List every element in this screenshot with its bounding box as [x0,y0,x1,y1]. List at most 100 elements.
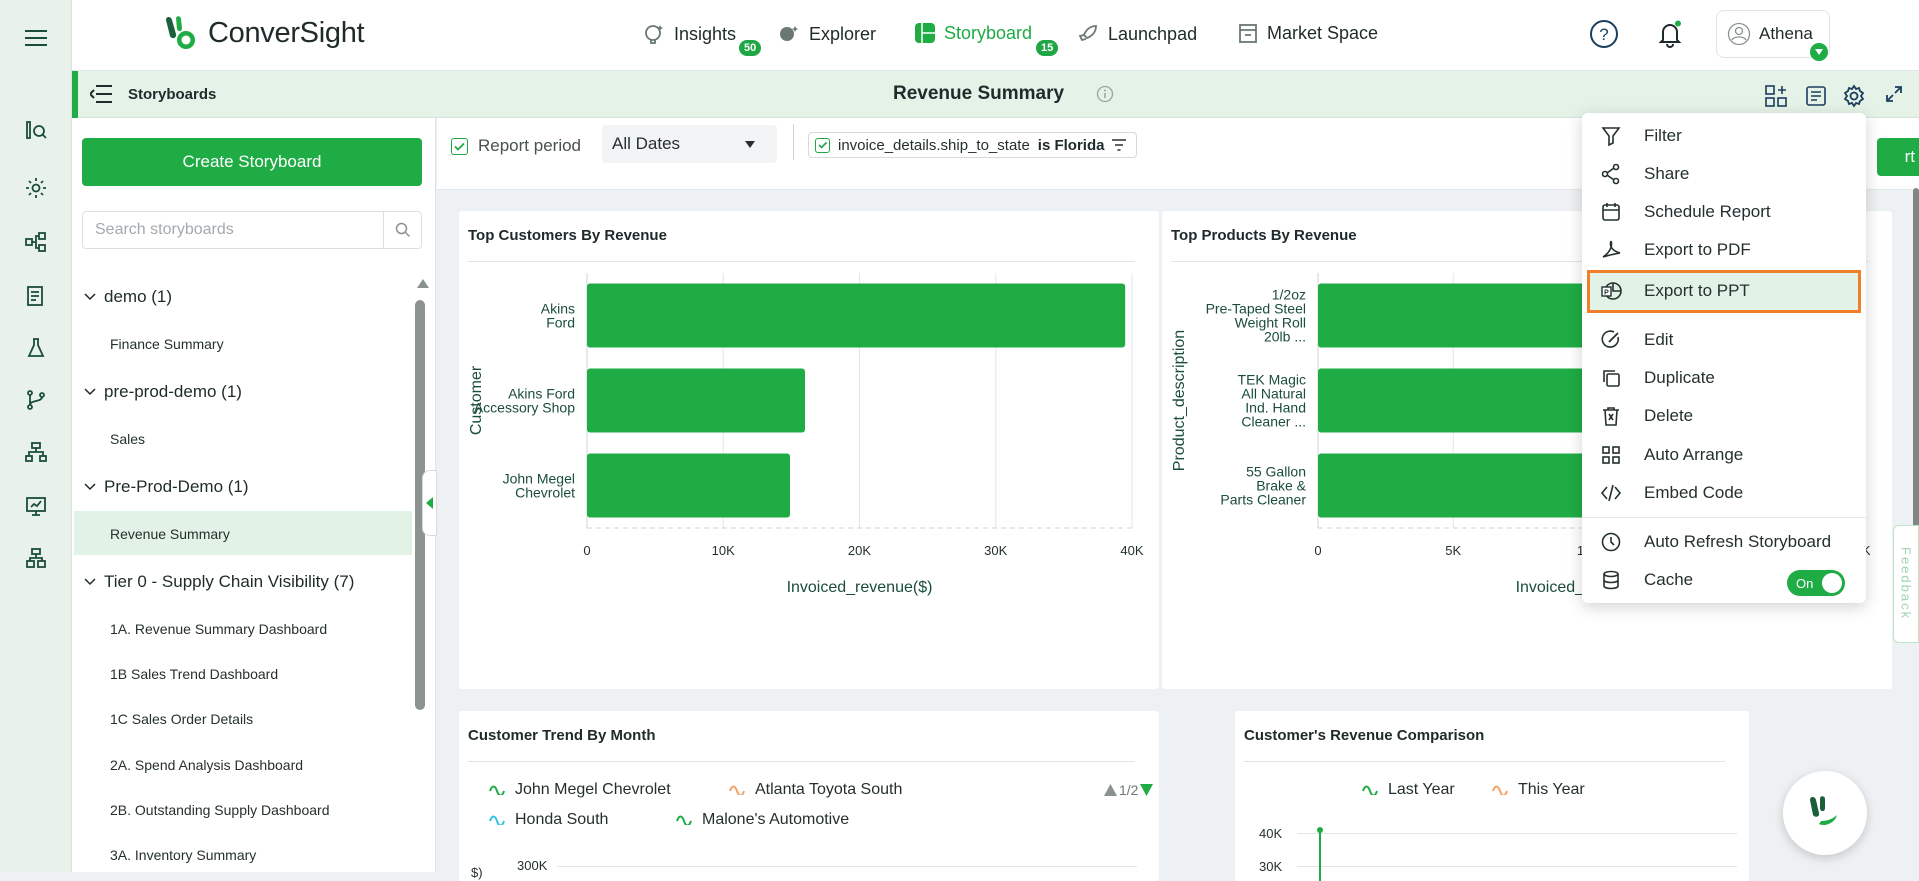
gridline [1297,866,1737,867]
storyboard-sidebar: Create Storyboard demo (1) Finance Summa… [72,118,437,872]
scroll-up-arrow-icon[interactable] [417,278,429,292]
report-period-toggle[interactable]: Report period [451,136,581,156]
storyboard-item[interactable]: 1A. Revenue Summary Dashboard [110,621,328,637]
legend-label: John Megel Chevrolet [515,781,671,798]
partial-button-text: rt [1904,147,1915,166]
report-period-checkbox[interactable] [451,137,468,155]
legend-label: This Year [1518,781,1585,798]
menu-item-share[interactable]: Share [1600,161,1689,187]
partially-hidden-action-button[interactable]: rt [1877,138,1919,176]
menu-item-auto-refresh[interactable]: Auto Refresh Storyboard [1600,529,1831,555]
nav-market-space[interactable]: Market Space [1237,22,1378,44]
branch-flow-icon[interactable] [22,386,50,414]
check-icon [817,141,827,149]
menu-label: Export to PDF [1644,240,1751,259]
notes-icon[interactable] [1805,85,1827,107]
menu-item-edit[interactable]: Edit [1600,327,1673,353]
card-divider [468,761,1135,762]
insights-bulb-icon [645,25,663,44]
legend-item[interactable]: Last Year [1362,781,1455,799]
presentation-chart-icon[interactable] [22,492,50,520]
add-widget-icon[interactable] [1765,85,1787,107]
user-menu[interactable]: Athena [1716,10,1830,58]
collapse-fullscreen-icon[interactable] [1885,85,1903,103]
legend-prev-icon[interactable] [1104,784,1117,796]
nav-insights[interactable]: Insights [642,22,736,46]
hierarchy-icon[interactable] [22,438,50,466]
storyboard-settings-gear-icon[interactable] [1842,84,1866,108]
menu-item-auto-arrange[interactable]: Auto Arrange [1600,442,1743,468]
canvas-scrollbar-thumb[interactable] [1913,188,1919,568]
menu-item-duplicate[interactable]: Duplicate [1600,365,1715,391]
sidebar-scrollbar-thumb[interactable] [415,300,425,710]
storyboard-item[interactable]: 2A. Spend Analysis Dashboard [110,757,304,773]
storyboard-item-selected[interactable]: Revenue Summary [110,526,230,542]
report-document-icon[interactable] [22,282,50,310]
legend-item[interactable]: Malone's Automotive [676,811,849,829]
card-title: Top Products By Revenue [1171,227,1357,244]
nav-explorer[interactable]: Explorer [777,22,876,46]
top-header: ConverSight Insights 50 Explorer Storybo… [72,0,1919,71]
x-tick-label: 0 [1314,543,1321,558]
info-icon[interactable] [1096,85,1114,103]
brand-logo[interactable]: ConverSight [162,14,365,52]
menu-item-schedule-report[interactable]: Schedule Report [1600,199,1771,225]
menu-item-cache[interactable]: Cache [1600,567,1693,593]
chevron-down-icon [84,578,96,586]
create-storyboard-button[interactable]: Create Storyboard [82,138,422,186]
menu-item-delete[interactable]: Delete [1600,403,1693,429]
condition-filter-chip[interactable]: invoice_details.ship_to_state is Florida [808,132,1138,158]
user-name: Athena [1759,24,1813,43]
legend-item[interactable]: This Year [1492,781,1585,799]
nav-storyboard[interactable]: Storyboard [914,22,1032,44]
legend-pager[interactable]: 1/2 [1104,782,1154,798]
card-top-customers: Top Customers By Revenue 0 10K 20K 30K 40K Ak… [459,211,1159,689]
storyboard-item[interactable]: Sales [110,431,146,447]
user-dropdown-icon[interactable] [1810,43,1828,61]
duplicate-icon [1603,370,1620,387]
menu-item-export-ppt[interactable]: P Export to PPT [1600,278,1750,304]
group-pre-prod-demo-upper[interactable]: Pre-Prod-Demo (1) [84,477,249,497]
report-period-select[interactable]: All Dates [602,125,777,163]
data-model-icon[interactable] [22,228,50,256]
cache-toggle[interactable]: On [1787,570,1845,596]
collapse-sidebar-icon[interactable] [90,84,112,104]
group-tier0[interactable]: Tier 0 - Supply Chain Visibility (7) [84,572,354,592]
search-input[interactable] [83,221,383,239]
sidebar-collapse-handle[interactable] [422,470,437,536]
storyboard-item[interactable]: 3A. Inventory Summary [110,847,257,863]
menu-item-embed-code[interactable]: Embed Code [1600,480,1743,506]
check-icon [454,142,465,151]
help-icon[interactable]: ? [1589,19,1619,49]
feedback-tab[interactable]: Feedback [1893,525,1919,643]
group-pre-prod-demo[interactable]: pre-prod-demo (1) [84,382,242,402]
lab-flask-icon[interactable] [22,334,50,362]
nav-explorer-label: Explorer [809,23,877,44]
legend-item[interactable]: John Megel Chevrolet [489,781,671,799]
ppt-icon: P [1601,282,1622,300]
storyboard-item[interactable]: 2B. Outstanding Supply Dashboard [110,802,330,818]
condition-checkbox[interactable] [815,137,830,153]
storyboard-item[interactable]: 1C Sales Order Details [110,711,254,727]
search-icon[interactable] [384,222,421,238]
category-label: Akins Ford Accessory Shop [474,386,575,416]
group-demo[interactable]: demo (1) [84,287,172,307]
legend-item[interactable]: Honda South [489,811,608,829]
storyboard-item[interactable]: 1B Sales Trend Dashboard [110,666,279,682]
menu-item-export-pdf[interactable]: Export to PDF [1600,237,1751,263]
insights-search-icon[interactable] [22,116,50,144]
card-divider [1171,261,1868,262]
nav-launchpad[interactable]: Launchpad [1076,22,1197,46]
report-period-label: Report period [478,136,582,155]
legend-item[interactable]: Atlanta Toyota South [729,781,902,799]
assistant-chat-button[interactable] [1783,771,1867,855]
notification-bell-icon[interactable] [1656,20,1684,48]
storyboard-item[interactable]: Finance Summary [110,336,224,352]
menu-item-filter[interactable]: Filter [1600,123,1682,149]
legend-label: Honda South [515,811,609,828]
hamburger-menu-icon[interactable] [22,24,50,52]
legend-next-icon[interactable] [1140,784,1154,796]
org-structure-icon[interactable] [22,544,50,572]
settings-gear-icon[interactable] [22,174,50,202]
legend-line-icon [489,785,505,795]
